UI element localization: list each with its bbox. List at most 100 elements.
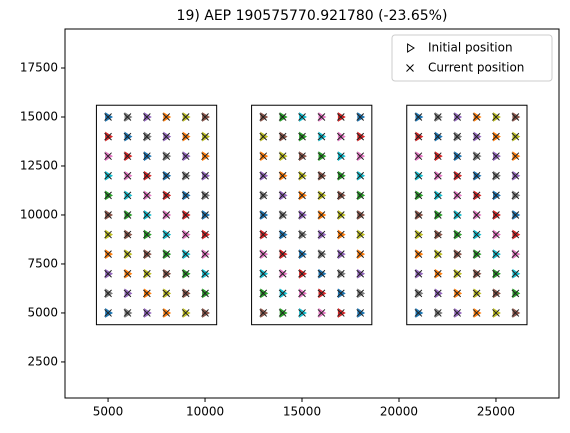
- initial-position: [202, 249, 210, 260]
- current-position: [181, 171, 190, 180]
- current-position: [278, 132, 287, 141]
- current-position: [123, 113, 132, 121]
- initial-position: [473, 288, 482, 299]
- current-position: [492, 152, 500, 161]
- current-position: [104, 113, 112, 121]
- current-position: [511, 289, 520, 298]
- current-position: [453, 289, 462, 298]
- y-tick-label: 5000: [27, 305, 58, 319]
- initial-position: [318, 288, 327, 299]
- current-position: [453, 309, 462, 317]
- initial-position: [279, 190, 288, 201]
- initial-position: [299, 249, 307, 260]
- current-position: [142, 309, 151, 317]
- current-position: [201, 269, 209, 278]
- current-position: [317, 269, 326, 278]
- initial-position: [357, 249, 366, 260]
- initial-position: [124, 210, 133, 220]
- initial-position: [163, 112, 172, 122]
- current-position: [317, 113, 326, 121]
- initial-position: [357, 268, 366, 279]
- initial-position: [454, 229, 463, 240]
- current-position: [356, 113, 365, 121]
- current-position: [317, 152, 326, 161]
- initial-position: [337, 210, 346, 220]
- current-position: [336, 211, 345, 219]
- initial-position: [202, 131, 210, 142]
- current-position: [201, 171, 209, 180]
- initial-position: [143, 308, 152, 318]
- current-position: [317, 132, 326, 141]
- initial-position: [143, 229, 152, 240]
- current-position: [317, 250, 326, 259]
- initial-position: [260, 190, 269, 201]
- initial-position: [512, 131, 521, 142]
- initial-position: [124, 170, 133, 181]
- initial-position: [337, 288, 346, 299]
- current-position: [472, 132, 481, 141]
- current-position: [511, 171, 520, 180]
- initial-position: [299, 308, 307, 318]
- initial-position: [202, 210, 210, 220]
- current-position: [492, 250, 500, 259]
- current-position: [201, 132, 209, 141]
- current-position: [142, 152, 151, 161]
- legend-marker: [407, 43, 415, 53]
- current-position: [433, 309, 442, 317]
- current-position: [181, 191, 190, 200]
- current-position: [278, 230, 287, 239]
- initial-position: [493, 288, 501, 299]
- initial-position: [337, 170, 346, 181]
- current-position: [317, 211, 326, 219]
- current-position: [472, 152, 481, 161]
- initial-position: [337, 131, 346, 142]
- current-position: [259, 269, 268, 278]
- initial-position: [182, 131, 191, 142]
- current-position: [104, 269, 112, 278]
- initial-position: [318, 190, 327, 201]
- current-position: [317, 289, 326, 298]
- initial-position: [279, 268, 288, 279]
- current-position: [511, 113, 520, 121]
- current-position: [492, 269, 500, 278]
- initial-position: [493, 170, 501, 181]
- current-position: [298, 152, 306, 161]
- initial-position: [337, 249, 346, 260]
- current-position: [181, 132, 190, 141]
- initial-position: [415, 190, 424, 201]
- current-position: [472, 191, 481, 200]
- initial-position: [493, 190, 501, 201]
- current-position: [142, 113, 151, 121]
- initial-position: [473, 268, 482, 279]
- initial-position: [357, 308, 366, 318]
- initial-position: [143, 131, 152, 142]
- current-position: [181, 250, 190, 259]
- current-position: [259, 171, 268, 180]
- initial-position: [415, 308, 424, 318]
- initial-position: [473, 170, 482, 181]
- current-position: [511, 132, 520, 141]
- initial-position: [124, 112, 133, 122]
- initial-position: [260, 170, 269, 181]
- current-position: [453, 269, 462, 278]
- current-position: [492, 132, 500, 141]
- current-position: [201, 113, 209, 121]
- legend-marker: [406, 64, 414, 72]
- initial-position: [163, 288, 172, 299]
- initial-position: [318, 131, 327, 142]
- initial-position: [299, 210, 307, 220]
- current-position: [492, 289, 500, 298]
- current-position: [181, 152, 190, 161]
- current-position: [181, 113, 190, 121]
- initial-position: [357, 131, 366, 142]
- current-position: [492, 211, 500, 219]
- current-position: [472, 289, 481, 298]
- current-position: [317, 230, 326, 239]
- current-position: [453, 191, 462, 200]
- current-position: [259, 191, 268, 200]
- initial-position: [318, 210, 327, 220]
- current-position: [142, 171, 151, 180]
- initial-position: [299, 112, 307, 122]
- initial-position: [318, 249, 327, 260]
- current-position: [162, 132, 171, 141]
